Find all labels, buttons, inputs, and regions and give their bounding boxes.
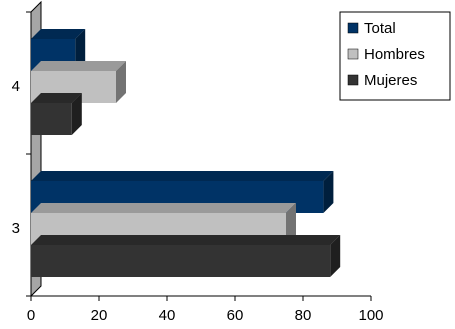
bar-side-face <box>323 171 334 213</box>
bars <box>31 29 341 277</box>
bar-side-face <box>75 29 86 71</box>
bar-top-face <box>31 235 341 245</box>
y-tick-label: 4 <box>12 78 20 95</box>
bar-front-face <box>31 103 72 135</box>
bar-top-face <box>31 203 296 213</box>
bar-mujeres-cat-4 <box>31 93 82 135</box>
legend-label: Mujeres <box>364 72 417 89</box>
legend-box <box>339 11 451 101</box>
legend-swatch <box>347 48 359 60</box>
x-tick-label: 0 <box>27 307 35 324</box>
bar-front-face <box>31 245 331 277</box>
legend-label: Total <box>364 20 396 37</box>
x-tick-label: 80 <box>295 307 312 324</box>
legend-swatch <box>347 22 359 34</box>
bar-top-face <box>31 29 86 39</box>
x-tick-label: 100 <box>358 307 383 324</box>
axes: 340 20 40 60 80 100 <box>12 11 384 324</box>
bar-side-face <box>71 93 82 135</box>
x-tick-label: 20 <box>91 307 108 324</box>
bar-top-face <box>31 93 82 103</box>
bar-mujeres-cat-3 <box>31 235 341 277</box>
bar-side-face <box>116 61 126 103</box>
x-tick-label: 60 <box>227 307 244 324</box>
bar-top-face <box>31 61 126 71</box>
legend-swatch <box>347 74 359 86</box>
legend-label: Hombres <box>364 46 425 63</box>
bar-top-face <box>31 171 334 181</box>
bar-side-face <box>286 203 296 245</box>
x-tick-label: 40 <box>159 307 176 324</box>
y-tick-label: 3 <box>12 220 20 237</box>
legend: Total Hombres Mujeres <box>339 11 451 101</box>
bar-side-face <box>330 235 341 277</box>
